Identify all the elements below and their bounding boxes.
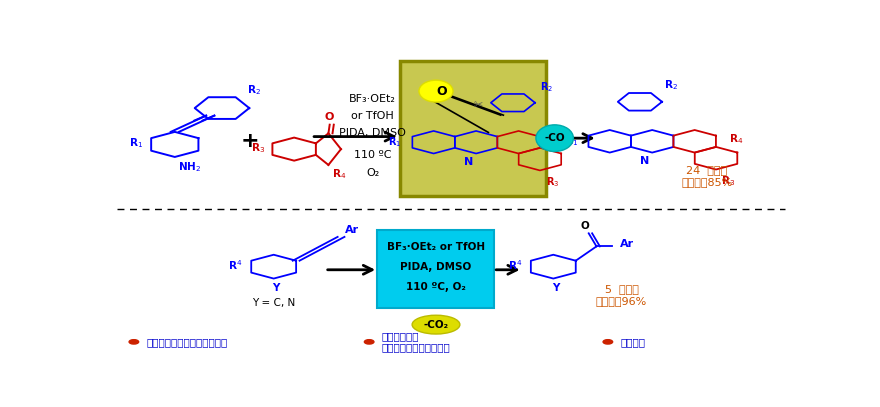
Text: Y: Y <box>553 283 560 293</box>
Text: O: O <box>581 221 590 232</box>
Text: 24  個例子
最高產率85%: 24 個例子 最高產率85% <box>681 165 732 186</box>
Text: R$_3$: R$_3$ <box>251 141 265 155</box>
Ellipse shape <box>536 125 574 151</box>
Text: N: N <box>640 156 649 166</box>
Text: O₂: O₂ <box>366 168 379 177</box>
Text: PIDA, DMSO: PIDA, DMSO <box>339 129 406 138</box>
Text: 110 ºC: 110 ºC <box>354 151 392 160</box>
Text: -CO₂: -CO₂ <box>423 319 449 330</box>
Text: R$_1$: R$_1$ <box>388 136 401 149</box>
Bar <box>400 61 546 196</box>
Text: 簡易操作: 簡易操作 <box>620 337 645 347</box>
Ellipse shape <box>419 80 453 102</box>
Text: NH$_2$: NH$_2$ <box>179 160 202 174</box>
Text: Y = C, N: Y = C, N <box>252 298 296 308</box>
Text: R$^4$: R$^4$ <box>228 258 243 272</box>
Text: R$_4$: R$_4$ <box>729 132 744 146</box>
Text: PIDA, DMSO: PIDA, DMSO <box>400 263 472 272</box>
Text: R$_4$: R$_4$ <box>332 167 346 181</box>
Text: BF₃·OEt₂: BF₃·OEt₂ <box>349 94 396 104</box>
FancyBboxPatch shape <box>378 230 494 309</box>
Text: O: O <box>436 85 447 98</box>
Text: R$_2$: R$_2$ <box>246 83 260 97</box>
Text: BF₃·OEt₂ or TfOH: BF₃·OEt₂ or TfOH <box>386 243 485 252</box>
Text: R$^4$: R$^4$ <box>508 258 522 272</box>
Text: R$_3$: R$_3$ <box>722 174 736 188</box>
Text: or TfOH: or TfOH <box>351 111 394 121</box>
Text: R$_1$: R$_1$ <box>564 134 578 148</box>
Text: R$_3$: R$_3$ <box>546 175 559 189</box>
Text: R$_1$: R$_1$ <box>129 136 143 150</box>
Text: 少量的副產物
（一氧化碗、二氧化碗）: 少量的副產物 （一氧化碗、二氧化碗） <box>381 331 451 352</box>
Text: +: + <box>240 131 259 151</box>
Text: 110 ºC, O₂: 110 ºC, O₂ <box>406 282 466 292</box>
Text: -CO: -CO <box>545 133 565 143</box>
Text: Ar: Ar <box>620 239 634 249</box>
Text: N: N <box>464 157 473 167</box>
Text: O: O <box>325 112 334 122</box>
Text: ✂: ✂ <box>473 101 482 111</box>
Circle shape <box>364 340 374 344</box>
Text: 5  個例子
最高產率96%: 5 個例子 最高產率96% <box>596 284 647 306</box>
Circle shape <box>603 340 612 344</box>
Circle shape <box>129 340 139 344</box>
Ellipse shape <box>412 315 460 334</box>
Text: R$_2$: R$_2$ <box>664 78 678 92</box>
Text: R$_4$: R$_4$ <box>553 133 567 147</box>
Text: R$_2$: R$_2$ <box>540 80 554 94</box>
Text: Y: Y <box>273 283 280 293</box>
Text: 不需使用過渡金屬和定位基團: 不需使用過渡金屬和定位基團 <box>146 337 227 347</box>
Text: Ar: Ar <box>344 225 358 235</box>
